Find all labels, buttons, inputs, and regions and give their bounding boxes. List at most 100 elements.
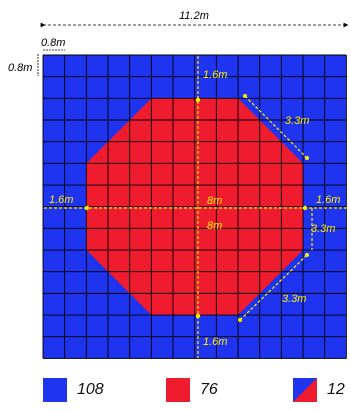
red-tile (259, 206, 282, 229)
blue-tile (194, 76, 217, 99)
blue-tile (281, 293, 304, 316)
dimension-endpoint (243, 94, 247, 98)
red-tile (129, 163, 152, 186)
red-tile (194, 163, 217, 186)
red-tile (86, 206, 109, 229)
red-tile (151, 206, 174, 229)
blue-tile (86, 315, 109, 337)
blue-tile (43, 55, 65, 77)
bottom-gap-label: 1.6m (203, 336, 227, 348)
blue-tile (259, 76, 282, 99)
red-tile (194, 228, 217, 251)
blue-tile (259, 315, 282, 337)
red-tile (173, 98, 195, 121)
blue-tile (303, 228, 325, 251)
blue-tile (151, 336, 174, 359)
blue-tile (129, 315, 152, 337)
blue-tile (43, 228, 65, 251)
blue-tile-count: 108 (77, 381, 104, 398)
red-tile (173, 293, 195, 316)
red-tile (151, 98, 174, 121)
blue-tile (281, 120, 304, 142)
right-side-label: 3.3m (311, 223, 335, 235)
red-tile (238, 206, 260, 229)
red-tile (281, 228, 304, 251)
total-width-label: 11.2m (179, 10, 209, 22)
red-tile (151, 271, 174, 294)
blue-tile (194, 55, 217, 77)
red-tile (86, 185, 109, 207)
blue-tile (64, 315, 87, 337)
blue-tile (173, 336, 195, 359)
legend-split: 12 (293, 377, 345, 403)
blue-tile (173, 76, 195, 99)
blue-tile (303, 163, 325, 186)
blue-tile (64, 98, 87, 121)
red-tile (108, 228, 130, 251)
blue-tile (194, 336, 217, 359)
blue-tile (64, 55, 87, 77)
blue-tile (108, 98, 130, 121)
red-tile (216, 185, 239, 207)
red-tile (129, 185, 152, 207)
red-tile (281, 185, 304, 207)
red-tile (238, 250, 260, 272)
red-tile (173, 228, 195, 251)
split-tile-count: 12 (327, 381, 345, 398)
red-tile-swatch (166, 378, 190, 402)
red-tile (194, 141, 217, 164)
blue-tile (324, 228, 347, 251)
red-tile (216, 293, 239, 316)
blue-tile (129, 55, 152, 77)
red-tile (151, 250, 174, 272)
red-tile (108, 250, 130, 272)
red-tile (194, 250, 217, 272)
red-tile (259, 141, 282, 164)
red-tile (281, 206, 304, 229)
blue-tile (324, 120, 347, 142)
split-tile-red-half (86, 250, 109, 272)
red-tile (173, 185, 195, 207)
red-tile (173, 141, 195, 164)
blue-tile (64, 293, 87, 316)
blue-tile (64, 185, 87, 207)
split-tile-red-half (129, 98, 152, 121)
blue-tile (324, 98, 347, 121)
red-tile (281, 163, 304, 186)
red-tile (151, 228, 174, 251)
blue-tile (151, 76, 174, 99)
red-tile (194, 271, 217, 294)
blue-tile (303, 336, 325, 359)
red-tile (151, 163, 174, 186)
blue-tile (324, 271, 347, 294)
bottom-right-diagonal-dimension-line (239, 254, 308, 321)
right-gap-label: 1.6m (316, 194, 340, 206)
blue-tile-swatch (43, 378, 67, 402)
diagonal-bottom-right-label: 3.3m (282, 293, 306, 305)
vertical-span-label: 8m (207, 220, 222, 232)
blue-tile (324, 76, 347, 99)
blue-tile (86, 293, 109, 316)
red-tile (86, 228, 109, 251)
blue-tile (43, 336, 65, 359)
blue-tile (281, 336, 304, 359)
blue-tile (303, 185, 325, 207)
blue-tile (151, 315, 174, 337)
blue-tile (64, 206, 87, 229)
dimension-endpoint (238, 318, 242, 322)
split-tile-red-half (129, 293, 152, 316)
split-tile-red-half (259, 271, 282, 294)
blue-tile (259, 55, 282, 77)
diagonal-top-right-label: 3.3m (285, 115, 309, 127)
tile-width-label: 0.8m (41, 37, 65, 49)
blue-tile (43, 293, 65, 316)
grid-lines (42, 54, 347, 359)
red-tile (108, 185, 130, 207)
blue-tile (43, 163, 65, 186)
red-tile (194, 120, 217, 142)
blue-tile (324, 336, 347, 359)
blue-tile (303, 315, 325, 337)
red-tile (129, 271, 152, 294)
red-tile (173, 120, 195, 142)
blue-tile (216, 336, 239, 359)
